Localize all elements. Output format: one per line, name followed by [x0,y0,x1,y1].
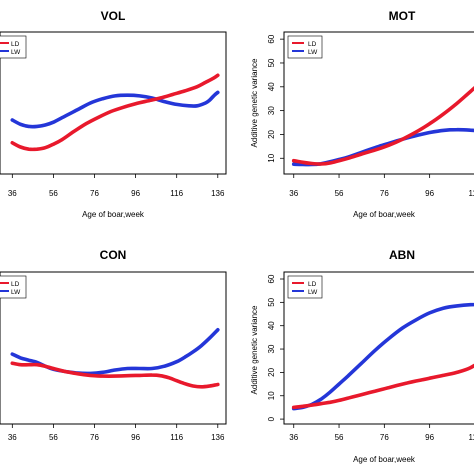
x-ticks: 36 56 76 96 116 [289,424,474,442]
panel-abn: ABN Additive genetic variance Age of boa… [250,248,474,464]
legend-box [287,35,323,59]
series-layer [291,302,474,411]
y-tick-label: 20 [267,367,276,376]
plot-frame [0,31,227,175]
x-tick-label: 116 [170,189,183,198]
x-tick-label: 96 [131,433,140,442]
series-layer [10,73,220,152]
plot-frame [0,271,227,425]
x-tick-label: 56 [335,189,344,198]
y-ticks: 10 20 30 40 50 60 [267,34,284,163]
x-tick-label: 76 [380,189,389,198]
x-tick-label: 76 [380,433,389,442]
x-tick-label: 136 [211,433,225,442]
legend-label-ld: LD [11,281,20,288]
series-layer [291,86,474,167]
x-axis-label: Age of boar,week [353,210,416,219]
series-layer [10,328,220,389]
y-ticks: 0 10 20 30 40 50 60 [267,274,284,421]
x-tick-label: 36 [289,189,298,198]
x-tick-label: 96 [425,189,434,198]
x-ticks: 36 56 76 96 116 136 [8,424,225,442]
y-tick-label: 60 [267,34,276,43]
series-line-ld [10,73,220,152]
x-tick-label: 76 [90,189,99,198]
x-axis-label: Age of boar,week [82,210,145,219]
legend: LD LW [287,275,323,299]
panel-vol: VOL Age of boar,week 36 56 76 96 116 136 LD L… [0,9,227,219]
x-tick-label: 76 [90,433,99,442]
y-tick-label: 40 [267,321,276,330]
x-tick-label: 56 [49,433,58,442]
y-tick-label: 30 [267,344,276,353]
x-tick-label: 56 [49,189,58,198]
legend-label-lw: LW [308,289,318,296]
legend-box [0,35,27,59]
x-tick-label: 116 [469,433,474,442]
x-tick-label: 96 [425,433,434,442]
x-tick-label: 116 [469,189,474,198]
y-tick-label: 50 [267,58,276,67]
panel-title: MOT [389,9,416,23]
x-tick-label: 56 [335,433,344,442]
series-line-ld [10,361,220,389]
legend-label-ld: LD [11,41,20,48]
x-axis-label: Age of boar,week [353,455,416,464]
legend-box [287,275,323,299]
y-tick-label: 0 [267,416,276,421]
y-tick-label: 60 [267,274,276,283]
panel-title: VOL [101,9,126,23]
y-tick-label: 40 [267,82,276,91]
x-tick-label: 116 [170,433,183,442]
legend-label-lw: LW [11,49,21,56]
legend: LD LW [0,275,27,299]
legend-label-ld: LD [308,281,317,288]
series-line-lw [10,90,220,129]
legend-label-ld: LD [308,41,317,48]
x-tick-label: 36 [8,189,17,198]
series-line-ld [291,86,474,166]
panel-mot: MOT Additive genetic variance Age of boa… [250,9,474,219]
panel-title: CON [100,248,127,262]
y-axis-label: Additive genetic variance [250,305,259,394]
x-tick-label: 36 [8,433,17,442]
legend: LD LW [287,35,323,59]
y-tick-label: 30 [267,106,276,115]
y-tick-label: 10 [267,391,276,400]
x-tick-label: 136 [211,189,225,198]
panel-title: ABN [389,248,415,262]
series-line-lw [291,302,474,411]
legend: LD LW [0,35,27,59]
series-line-ld [291,363,474,410]
y-tick-label: 20 [267,129,276,138]
legend-box [0,275,27,299]
y-tick-label: 10 [267,153,276,162]
legend-label-lw: LW [308,49,318,56]
x-ticks: 36 56 76 96 116 136 [8,174,225,198]
legend-label-lw: LW [11,289,21,296]
y-axis-label: Additive genetic variance [250,58,259,147]
x-ticks: 36 56 76 96 116 [289,174,474,198]
x-tick-label: 96 [131,189,140,198]
y-tick-label: 50 [267,297,276,306]
panel-con: CON 36 56 76 96 116 136 LD LW [0,248,227,442]
x-tick-label: 36 [289,433,298,442]
